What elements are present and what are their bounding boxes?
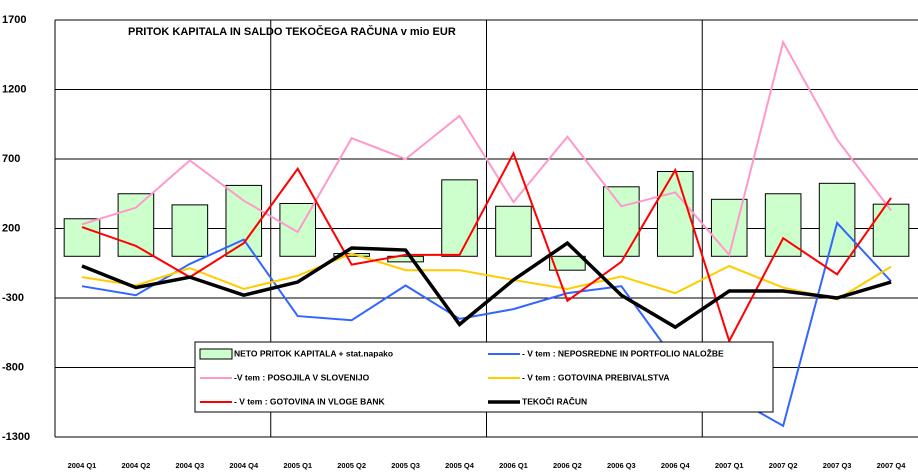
y-tick-label: 1200 (2, 83, 26, 95)
bar (549, 255, 586, 271)
x-tick-label: 2005 Q1 (283, 461, 312, 470)
series-line (81, 240, 892, 330)
y-tick-label: -1300 (2, 431, 30, 443)
series-line (81, 252, 892, 301)
x-tick-label: 2005 Q4 (445, 461, 475, 470)
y-tick-label: 1700 (2, 14, 26, 26)
bar (603, 186, 640, 257)
y-tick-label: 200 (2, 222, 20, 234)
bar (171, 204, 209, 257)
x-tick-label: 2004 Q4 (229, 461, 259, 470)
bar (63, 218, 101, 257)
x-tick-label: 2006 Q2 (553, 461, 582, 470)
legend-swatch (199, 348, 233, 360)
chart-title: PRITOK KAPITALA IN SALDO TEKOČEGA RAČUNA… (128, 25, 456, 38)
bar (495, 205, 532, 257)
x-tick-label: 2007 Q4 (877, 461, 907, 470)
layer: -1300 -800 -300 200 700 1200 1700 2004 Q1 2004 Q… (2, 14, 906, 470)
x-tick-label: 2006 Q3 (607, 461, 636, 470)
legend-label: TEKOČI RAČUN (522, 395, 587, 406)
x-tick-label: 2006 Q1 (499, 461, 528, 470)
legend-label: - V tem : NEPOSREDNE IN PORTFOLIO NALOŽB… (522, 347, 724, 358)
x-tick-label: 2004 Q2 (122, 461, 151, 470)
legend-box (194, 341, 774, 413)
legend-label: NETO PRITOK KAPITALA + stat.napako (234, 348, 393, 358)
y-tick-label: -800 (2, 361, 24, 373)
series-line (81, 39, 892, 258)
bar (656, 171, 694, 257)
x-tick-label: 2007 Q1 (715, 461, 744, 470)
bar (441, 179, 478, 257)
legend-label: - V tem : GOTOVINA PREBIVALSTVA (522, 372, 670, 382)
bar (818, 182, 856, 257)
y-tick-label: 700 (2, 153, 20, 165)
x-tick-label: 2007 Q2 (769, 461, 798, 470)
x-tick-label: 2005 Q3 (391, 461, 420, 470)
layer (63, 171, 910, 271)
x-tick-label: 2006 Q4 (661, 461, 691, 470)
legend-label: - V tem : GOTOVINA IN VLOGE BANK (234, 396, 386, 406)
x-tick-label: 2005 Q2 (337, 461, 366, 470)
x-tick-label: 2007 Q3 (823, 461, 852, 470)
x-tick-label: 2004 Q3 (175, 461, 204, 470)
legend-label: -V tem : POSOJILA V SLOVENIJO (234, 372, 370, 382)
x-tick-label: 2004 Q1 (68, 461, 97, 470)
bar (872, 203, 910, 257)
y-tick-label: -300 (2, 292, 24, 304)
